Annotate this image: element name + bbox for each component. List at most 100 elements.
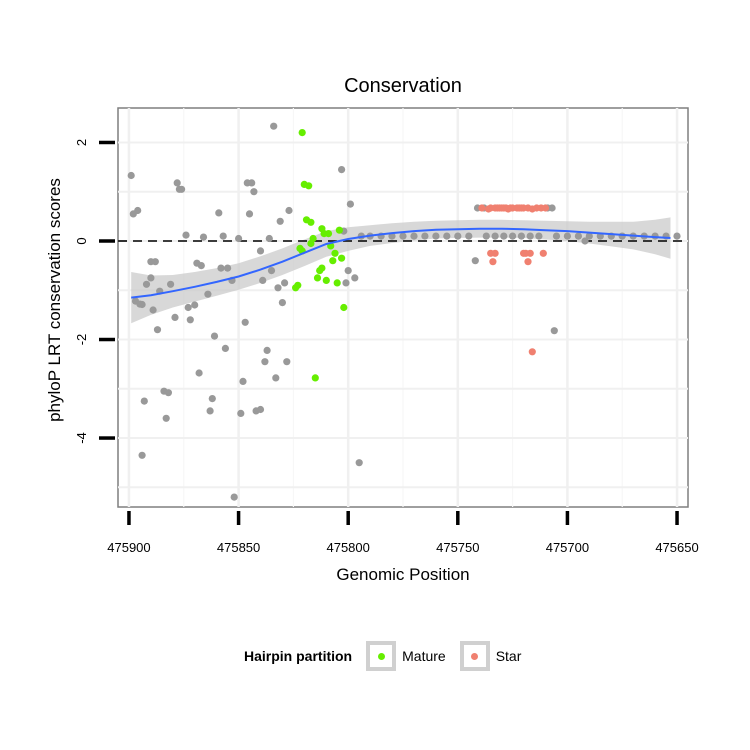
legend-item-star: Star (459, 641, 526, 671)
y-tick-label: 0 (74, 237, 89, 244)
point-other (581, 237, 589, 245)
point-other (351, 274, 359, 282)
point-other (235, 234, 243, 243)
point-mature (340, 303, 348, 312)
point-other (164, 389, 172, 397)
point-mature (298, 129, 306, 137)
point-other (206, 407, 214, 415)
point-other (153, 326, 162, 334)
point-other (239, 377, 247, 385)
legend-key-mature (366, 641, 397, 671)
point-other (256, 405, 265, 414)
point-other (443, 232, 451, 240)
point-other (237, 409, 245, 417)
legend-key-star (459, 641, 490, 671)
point-mature (318, 264, 326, 272)
point-other (151, 258, 159, 266)
x-axis-label: Genomic Position (336, 565, 469, 584)
point-mature (294, 281, 302, 289)
x-tick-label: 475650 (655, 540, 698, 555)
point-other (482, 232, 490, 240)
point-mature (305, 182, 313, 190)
point-other (344, 267, 352, 275)
point-mature (322, 276, 330, 284)
point-star (528, 348, 536, 356)
point-mature (329, 257, 337, 265)
point-other (219, 232, 227, 240)
point-other (276, 217, 284, 225)
point-other (399, 232, 407, 240)
point-other (500, 232, 508, 240)
legend: Hairpin partition Mature Star (244, 636, 525, 676)
point-other (421, 232, 429, 240)
point-other (182, 231, 190, 239)
point-other (355, 459, 363, 467)
point-mature (324, 230, 333, 238)
x-tick-label: 475700 (546, 540, 589, 555)
point-other (250, 188, 258, 196)
point-other (263, 346, 271, 354)
point-other (138, 451, 146, 459)
point-other (535, 232, 543, 240)
point-other (142, 280, 151, 288)
smooth-line-layer (131, 227, 671, 299)
point-other (199, 233, 208, 241)
point-other (186, 316, 194, 324)
point-other (471, 257, 479, 265)
point-other (162, 414, 170, 422)
point-other (178, 185, 186, 193)
legend-item-mature: Mature (366, 641, 450, 671)
point-other (195, 369, 203, 377)
point-mature (331, 249, 339, 257)
legend-dot-star-icon (471, 652, 479, 660)
point-other (346, 200, 354, 208)
point-other (197, 262, 205, 270)
point-other (491, 232, 499, 240)
point-star (541, 204, 550, 212)
point-other (342, 279, 350, 287)
smooth-line (131, 227, 671, 299)
legend-label-mature: Mature (402, 648, 446, 664)
point-other (465, 232, 473, 240)
point-other (552, 232, 561, 240)
point-other (526, 232, 534, 240)
point-other (147, 274, 155, 282)
point-other (134, 206, 142, 215)
point-mature (338, 254, 346, 262)
point-other (618, 232, 626, 240)
point-other (245, 210, 254, 218)
point-other (217, 264, 225, 272)
point-other (272, 374, 280, 382)
point-other (167, 280, 175, 288)
point-mature (333, 279, 341, 287)
point-other (208, 395, 216, 403)
point-other (283, 358, 291, 366)
point-other (270, 122, 278, 130)
legend-dot-mature-icon (377, 652, 385, 660)
point-other (173, 179, 181, 187)
point-other (261, 358, 269, 366)
point-other (550, 327, 558, 335)
point-other (191, 301, 199, 309)
point-other (548, 204, 556, 212)
point-mature (307, 239, 315, 248)
point-other (140, 397, 148, 405)
point-other (138, 300, 146, 309)
point-other (265, 234, 273, 243)
point-other (184, 303, 192, 312)
point-mature (313, 274, 322, 282)
point-mature (311, 374, 319, 382)
y-tick-label: -2 (74, 334, 89, 346)
x-tick-label: 475900 (107, 540, 150, 555)
point-other (563, 232, 572, 240)
point-other (585, 232, 593, 240)
x-tick-label: 475800 (326, 540, 369, 555)
point-other (210, 332, 219, 340)
point-other (517, 232, 526, 240)
point-mature (307, 218, 315, 226)
y-tick-label: -4 (74, 432, 89, 444)
y-tick-label: 2 (74, 139, 89, 146)
point-other (171, 313, 179, 321)
point-other (267, 267, 276, 275)
